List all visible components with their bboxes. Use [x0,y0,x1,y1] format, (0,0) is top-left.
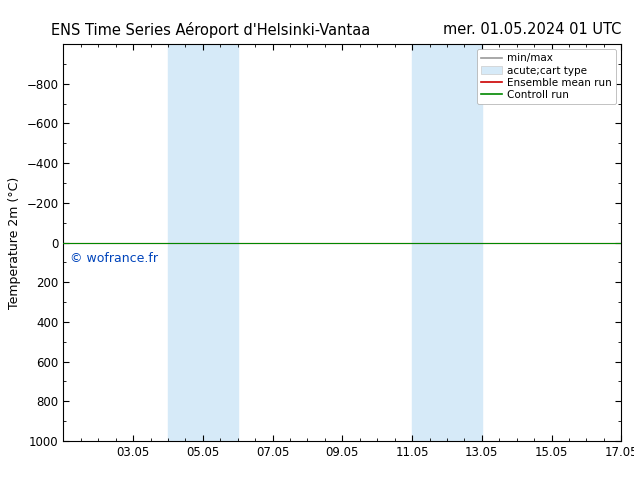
Text: mer. 01.05.2024 01 UTC: mer. 01.05.2024 01 UTC [443,22,621,37]
Bar [412,44,482,441]
Text: © wofrance.fr: © wofrance.fr [70,252,158,266]
Legend: min/max, acute;cart type, Ensemble mean run, Controll run: min/max, acute;cart type, Ensemble mean … [477,49,616,104]
Bar [168,44,238,441]
Text: ENS Time Series Aéroport d'Helsinki-Vantaa: ENS Time Series Aéroport d'Helsinki-Vant… [51,22,370,38]
Y-axis label: Temperature 2m (°C): Temperature 2m (°C) [8,176,21,309]
